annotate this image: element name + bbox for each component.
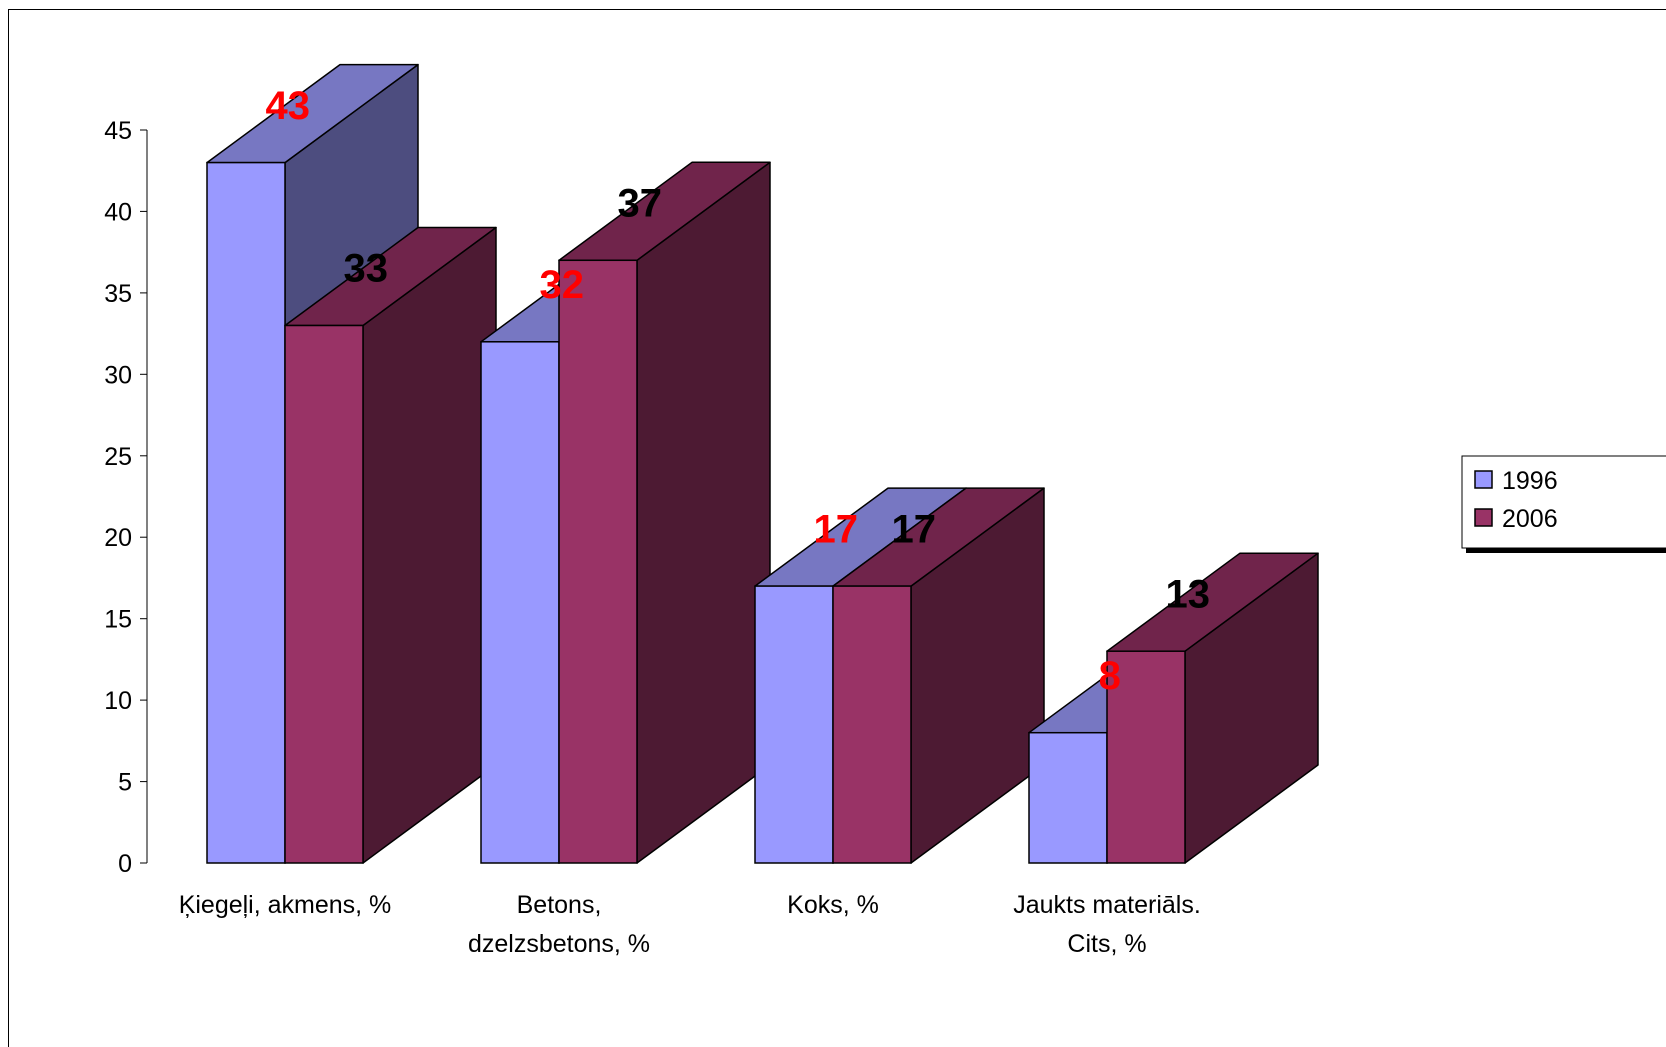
legend-label-2006: 2006 bbox=[1502, 505, 1558, 533]
data-label-2006-3: 13 bbox=[1166, 572, 1211, 616]
y-tick-label: 35 bbox=[104, 280, 132, 308]
bar-2006-1 bbox=[558, 161, 771, 864]
legend-box bbox=[1461, 455, 1666, 549]
bar-front-face bbox=[480, 341, 560, 864]
data-label-1996-3: 8 bbox=[1099, 654, 1121, 698]
data-label-2006-1: 37 bbox=[618, 182, 663, 226]
y-tick-label: 10 bbox=[104, 687, 132, 715]
bar-front-face bbox=[558, 259, 638, 864]
y-tick-label: 20 bbox=[104, 524, 132, 552]
legend-swatch-1996 bbox=[1474, 470, 1493, 489]
x-axis-labels: Ķiegeļi, akmens, % Betons, dzelzsbetons, %… bbox=[179, 891, 1201, 958]
x-tick-label: Jaukts materiāls. bbox=[1013, 891, 1201, 919]
bar-side-face bbox=[636, 161, 771, 864]
bar-2006-3 bbox=[1106, 552, 1319, 864]
x-tick-label: Cits, % bbox=[1067, 930, 1146, 958]
y-tick-label: 25 bbox=[104, 443, 132, 471]
legend: 1996 2006 bbox=[1461, 455, 1666, 553]
legend-label-1996: 1996 bbox=[1502, 467, 1558, 495]
bar-2006-2 bbox=[832, 487, 1045, 864]
y-tick-label: 45 bbox=[104, 117, 132, 145]
bar-front-face bbox=[832, 585, 912, 864]
bar-front-face bbox=[1106, 650, 1186, 864]
y-tick-label: 5 bbox=[118, 769, 132, 797]
x-tick-label: Koks, % bbox=[787, 891, 879, 919]
y-axis: 0 5 10 15 20 25 30 35 40 45 bbox=[104, 117, 148, 878]
data-label-1996-1: 32 bbox=[540, 263, 585, 307]
bar-side-face bbox=[362, 226, 497, 864]
x-tick-label: Betons, bbox=[517, 891, 602, 919]
y-tick-label: 0 bbox=[118, 850, 132, 878]
legend-swatch-2006 bbox=[1474, 508, 1493, 527]
y-tick-label: 15 bbox=[104, 606, 132, 634]
data-label-1996-2: 17 bbox=[814, 507, 859, 551]
bar-front-face bbox=[754, 585, 834, 864]
bar-front-face bbox=[206, 161, 286, 864]
y-tick-label: 40 bbox=[104, 198, 132, 226]
data-label-2006-2: 17 bbox=[892, 507, 937, 551]
bars bbox=[206, 63, 1319, 864]
bar-2006-0 bbox=[284, 226, 497, 864]
x-tick-label: Ķiegeļi, akmens, % bbox=[179, 891, 392, 919]
bar-front-face bbox=[1028, 731, 1108, 864]
data-labels: 43 33 32 37 17 17 8 13 bbox=[266, 84, 1211, 698]
x-tick-label: dzelzsbetons, % bbox=[468, 930, 650, 958]
y-tick-label: 30 bbox=[104, 361, 132, 389]
data-label-1996-0: 43 bbox=[266, 84, 311, 128]
data-label-2006-0: 33 bbox=[344, 247, 389, 291]
bar-front-face bbox=[284, 324, 364, 864]
